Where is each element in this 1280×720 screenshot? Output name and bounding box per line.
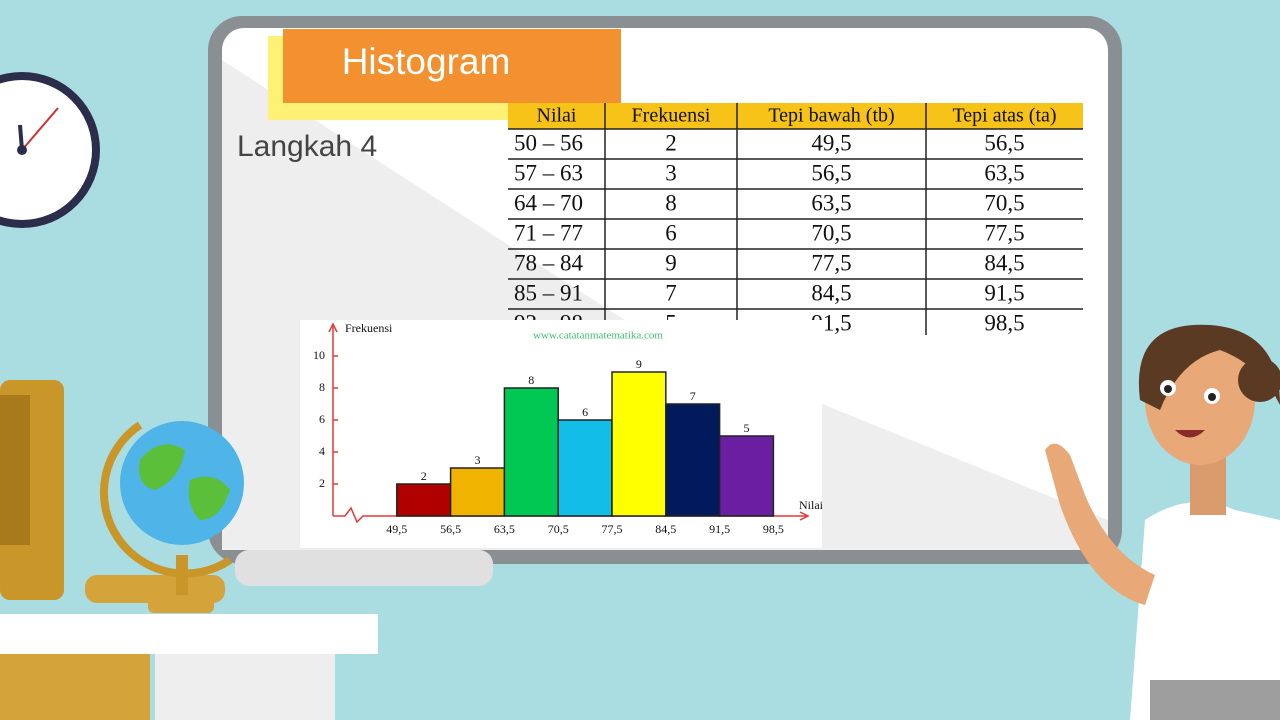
- table-cell: 77,5: [984, 220, 1024, 245]
- bar: [396, 483, 452, 517]
- column-header: Tepi atas (ta): [952, 105, 1056, 127]
- bar: [718, 435, 775, 517]
- table-cell: 3: [665, 160, 677, 185]
- table-cell: 63,5: [984, 160, 1024, 185]
- table-cell: 84,5: [811, 280, 851, 305]
- column-header: Tepi bawah (tb): [768, 105, 894, 127]
- x-tick-label: 49,5: [386, 522, 407, 536]
- watermark: www.catatanmatematika.com: [533, 330, 663, 342]
- table-cell: 63,5: [811, 190, 851, 215]
- table-cell: 57 – 63: [514, 160, 583, 185]
- bar-label: 5: [744, 421, 750, 435]
- y-tick-label: 6: [319, 412, 325, 426]
- x-tick-label: 63,5: [494, 522, 515, 536]
- x-tick-label: 56,5: [440, 522, 461, 536]
- presenter: [1045, 324, 1280, 720]
- y-tick-label: 10: [313, 348, 325, 362]
- bar: [557, 419, 613, 517]
- x-tick-label: 84,5: [655, 522, 676, 536]
- y-tick-label: 8: [319, 380, 325, 394]
- clock: [0, 72, 100, 228]
- table-cell: 70,5: [984, 190, 1024, 215]
- table-cell: 78 – 84: [514, 250, 584, 275]
- step-label: Langkah 4: [237, 130, 377, 163]
- table-cell: 7: [665, 280, 677, 305]
- x-tick-label: 98,5: [763, 522, 784, 536]
- bar: [665, 403, 721, 517]
- bar-label: 9: [636, 357, 642, 371]
- table-cell: 56,5: [811, 160, 851, 185]
- x-tick-label: 70,5: [548, 522, 569, 536]
- column-header: Frekuensi: [632, 105, 711, 127]
- x-arrow: [799, 511, 810, 521]
- globe: [99, 421, 244, 613]
- x-tick-label: 77,5: [602, 522, 623, 536]
- table-cell: 71 – 77: [514, 220, 583, 245]
- table-cell: 77,5: [811, 250, 851, 275]
- title: Histogram: [342, 41, 511, 82]
- bar-label: 6: [582, 405, 588, 419]
- banner: [283, 29, 621, 103]
- table-cell: 70,5: [811, 220, 851, 245]
- y-tick-label: 2: [319, 476, 325, 490]
- y-tick-label: 4: [319, 444, 325, 458]
- x-axis-label: Nilai: [799, 498, 824, 512]
- bar: [449, 467, 506, 517]
- y-axis-label: Frekuensi: [345, 321, 393, 335]
- table-cell: 84,5: [984, 250, 1024, 275]
- bar: [503, 387, 559, 517]
- x-tick-label: 91,5: [709, 522, 730, 536]
- bar-label: 7: [690, 389, 696, 403]
- table-cell: 6: [665, 220, 677, 245]
- desk: [0, 380, 378, 720]
- table-cell: 9: [665, 250, 677, 275]
- chart: www.catatanmatematika.com Frekuensi Nilai 2…: [313, 321, 824, 536]
- table-cell: 98,5: [984, 310, 1024, 335]
- table-cell: 50 – 56: [514, 130, 583, 155]
- table-cell: 85 – 91: [514, 280, 583, 305]
- table: Nilai Frekuensi Tepi bawah (tb) Tepi atas (…: [506, 103, 1085, 345]
- bar-label: 2: [421, 469, 427, 483]
- table-cell: 91,5: [984, 280, 1024, 305]
- table-cell: 64 – 70: [514, 190, 583, 215]
- bar: [611, 371, 667, 517]
- table-cell: 49,5: [811, 130, 851, 155]
- column-header: Nilai: [537, 105, 577, 127]
- table-cell: 56,5: [984, 130, 1024, 155]
- bar-label: 3: [474, 453, 480, 467]
- table-cell: 2: [665, 130, 677, 155]
- table-cell: 8: [665, 190, 677, 215]
- y-arrow: [328, 322, 338, 333]
- table-header-bg: [508, 103, 1083, 129]
- bar-label: 8: [528, 373, 534, 387]
